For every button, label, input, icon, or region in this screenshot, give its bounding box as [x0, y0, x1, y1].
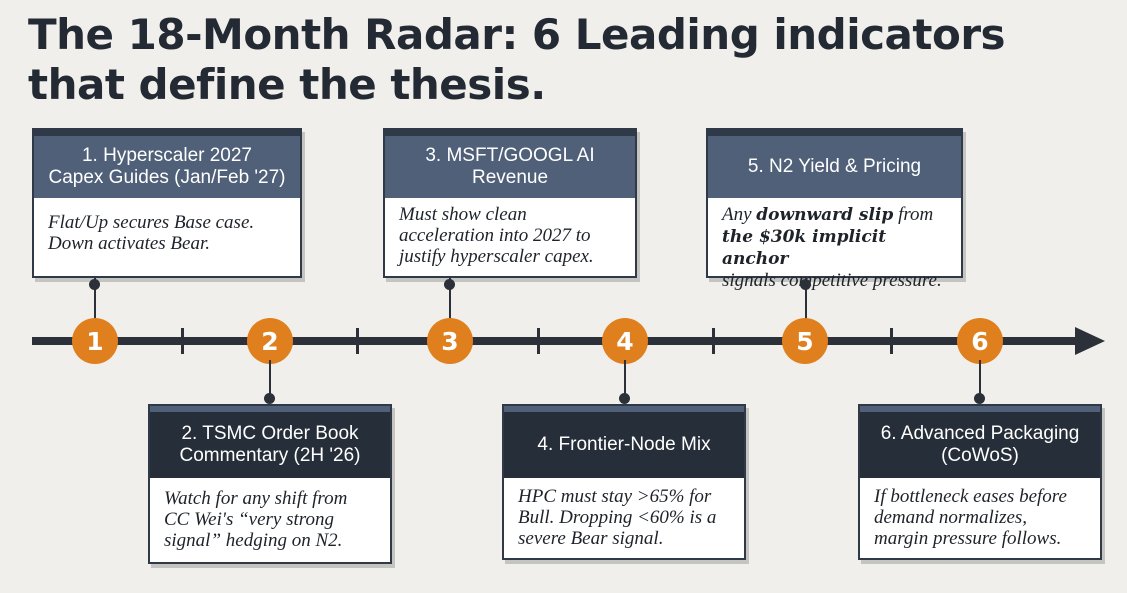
timeline-arrow-icon: [1075, 327, 1105, 355]
indicator-card-2: 2. TSMC Order Book Commentary (2H '26) W…: [148, 404, 392, 564]
connector-line: [805, 278, 807, 328]
indicator-card-1: 1. Hyperscaler 2027 Capex Guides (Jan/Fe…: [32, 128, 302, 278]
connector-dot: [800, 279, 811, 290]
indicator-card-1-body: Flat/Up secures Base case. Down activate…: [48, 212, 255, 254]
page-title: The 18-Month Radar: 6 Leading indicators…: [28, 10, 1006, 109]
connector-line: [624, 360, 626, 402]
timeline-tick: [356, 328, 359, 354]
indicator-card-5-heading: 5. N2 Yield & Pricing: [708, 130, 961, 198]
connector-line: [269, 360, 271, 402]
connector-dot: [264, 393, 275, 404]
timeline-tick: [181, 328, 184, 354]
timeline-tick: [890, 328, 893, 354]
indicator-card-6: 6. Advanced Packaging (CoWoS) If bottlen…: [858, 404, 1102, 560]
indicator-card-4-body: HPC must stay >65% for Bull. Dropping <6…: [518, 486, 717, 549]
indicator-card-3-body: Must show clean acceleration into 2027 t…: [399, 204, 594, 267]
connector-dot: [619, 393, 630, 404]
timeline-node-2: 2: [247, 318, 293, 364]
indicator-card-1-heading: 1. Hyperscaler 2027 Capex Guides (Jan/Fe…: [34, 130, 300, 198]
emphasis-text: the $30k implicit anchor: [722, 227, 887, 269]
connector-dot: [444, 279, 455, 290]
indicator-card-2-heading: 2. TSMC Order Book Commentary (2H '26): [150, 406, 390, 478]
timeline-node-6: 6: [957, 318, 1003, 364]
indicator-card-6-heading: 6. Advanced Packaging (CoWoS): [860, 406, 1100, 478]
indicator-card-6-body: If bottleneck eases before demand normal…: [874, 486, 1067, 549]
connector-line: [94, 278, 96, 328]
timeline-node-5: 5: [782, 318, 828, 364]
emphasis-text: downward slip: [756, 205, 894, 225]
timeline-tick: [537, 328, 540, 354]
indicator-card-2-body: Watch for any shift from CC Wei's “very …: [164, 488, 348, 551]
indicator-card-5: 5. N2 Yield & Pricing Any downward slip …: [706, 128, 963, 291]
indicator-card-4: 4. Frontier-Node Mix HPC must stay >65% …: [502, 404, 746, 560]
indicator-card-3: 3. MSFT/GOOGL AI Revenue Must show clean…: [383, 128, 637, 278]
indicator-card-5-body: Any downward slip from the $30k implicit…: [722, 204, 942, 291]
indicator-card-3-heading: 3. MSFT/GOOGL AI Revenue: [385, 130, 635, 198]
connector-dot: [974, 393, 985, 404]
connector-line: [449, 278, 451, 328]
connector-dot: [89, 279, 100, 290]
timeline-node-1: 1: [72, 318, 118, 364]
connector-line: [979, 360, 981, 402]
timeline-axis: [32, 337, 1080, 345]
timeline-node-3: 3: [427, 318, 473, 364]
timeline-node-4: 4: [602, 318, 648, 364]
timeline-tick: [712, 328, 715, 354]
indicator-card-4-heading: 4. Frontier-Node Mix: [504, 406, 744, 478]
